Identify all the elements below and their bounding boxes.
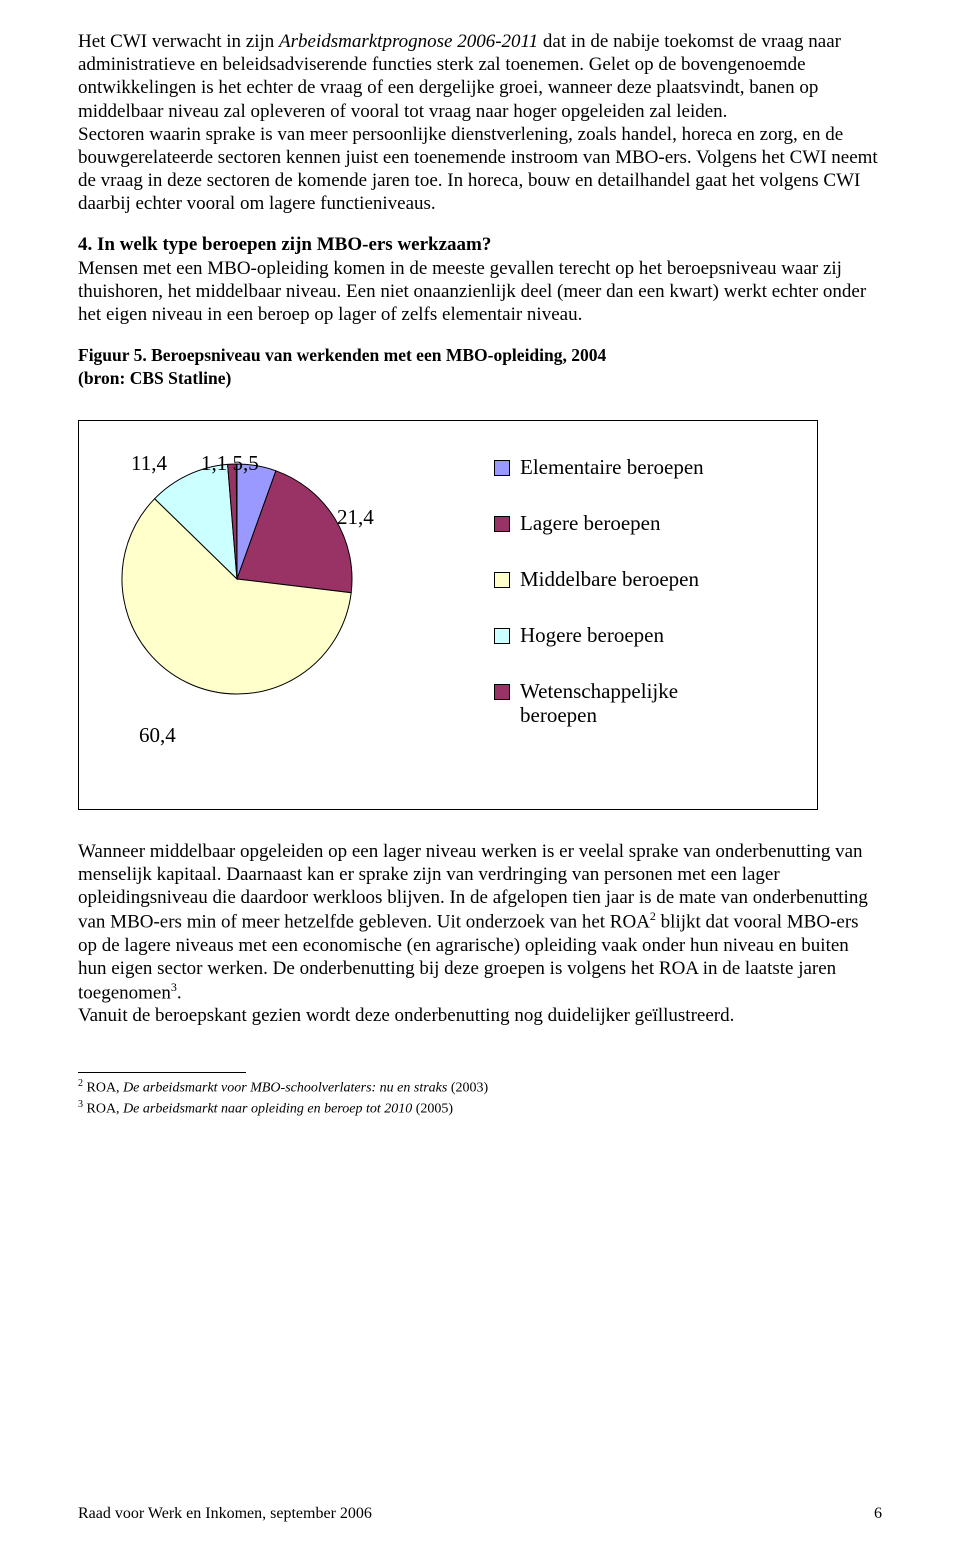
legend-item-hogere: Hogere beroepen: [494, 623, 704, 647]
fn3-post: (2005): [412, 1102, 453, 1117]
para3c: .: [177, 982, 182, 1003]
legend-text: Middelbare beroepen: [520, 567, 699, 591]
legend-text: Elementaire beroepen: [520, 455, 704, 479]
legend-swatch: [494, 460, 510, 476]
pie-label-lagere: 21,4: [337, 505, 374, 530]
fn2-italic: De arbeidsmarkt voor MBO-schoolverlaters…: [123, 1080, 447, 1095]
pie-label-hogere: 11,4: [131, 451, 167, 476]
legend-item-lagere: Lagere beroepen: [494, 511, 704, 535]
legend-item-middelbare: Middelbare beroepen: [494, 567, 704, 591]
fn3-pre: ROA,: [83, 1102, 123, 1117]
footer-page-number: 6: [874, 1505, 882, 1523]
paragraph-2: Mensen met een MBO-opleiding komen in de…: [78, 257, 882, 327]
legend-text: Hogere beroepen: [520, 623, 664, 647]
legend-item-wetenschappelijk: Wetenschappelijkeberoepen: [494, 679, 704, 727]
pie-chart-container: 11,4 1,1 5,5 21,4 60,4 Elementaire beroe…: [78, 420, 818, 810]
fn2-pre: ROA,: [83, 1080, 123, 1095]
figcap-line1: Figuur 5. Beroepsniveau van werkenden me…: [78, 345, 606, 365]
para4: Vanuit de beroepskant gezien wordt deze …: [78, 1005, 734, 1026]
pie-chart: [107, 449, 367, 709]
legend-swatch: [494, 628, 510, 644]
legend-text: Wetenschappelijkeberoepen: [520, 679, 678, 727]
footnote-3: 3 ROA, De arbeidsmarkt naar opleiding en…: [78, 1098, 882, 1120]
fn3-italic: De arbeidsmarkt naar opleiding en beroep…: [123, 1102, 412, 1117]
footer-left: Raad voor Werk en Inkomen, september 200…: [78, 1505, 372, 1523]
figcap-line2: (bron: CBS Statline): [78, 367, 882, 390]
pie-label-middelbare: 60,4: [139, 723, 176, 748]
figure-caption: Figuur 5. Beroepsniveau van werkenden me…: [78, 344, 882, 390]
heading-4: 4. In welk type beroepen zijn MBO-ers we…: [78, 233, 882, 256]
legend-swatch: [494, 684, 510, 700]
para1-pre: Het CWI verwacht in zijn: [78, 31, 279, 52]
legend-item-elementaire: Elementaire beroepen: [494, 455, 704, 479]
legend-swatch: [494, 516, 510, 532]
pie-legend: Elementaire beroepen Lagere beroepen Mid…: [494, 455, 704, 728]
para1b: Sectoren waarin sprake is van meer perso…: [78, 124, 878, 215]
legend-swatch: [494, 572, 510, 588]
paragraph-3: Wanneer middelbaar opgeleiden op een lag…: [78, 840, 882, 1028]
paragraph-1: Het CWI verwacht in zijn Arbeidsmarktpro…: [78, 30, 882, 215]
pie-label-wetenschappelijk: 1,1 5,5: [201, 451, 259, 476]
fn2-post: (2003): [447, 1080, 488, 1095]
footnotes-rule: [78, 1072, 246, 1073]
legend-text: Lagere beroepen: [520, 511, 661, 535]
para1-italic: Arbeidsmarktprognose 2006-2011: [279, 31, 538, 52]
page-footer: Raad voor Werk en Inkomen, september 200…: [78, 1505, 882, 1523]
footnote-2: 2 ROA, De arbeidsmarkt voor MBO-schoolve…: [78, 1077, 882, 1099]
